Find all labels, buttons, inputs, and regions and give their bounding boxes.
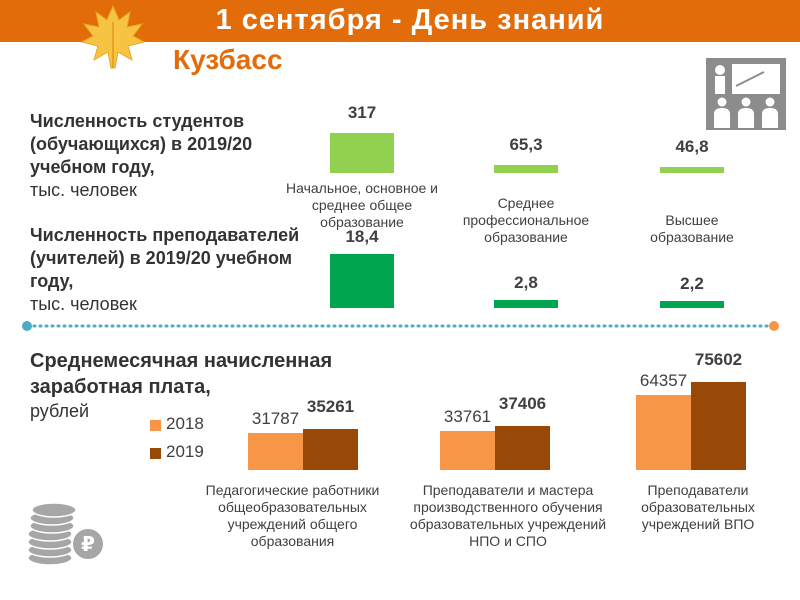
dotted-divider bbox=[22, 321, 779, 331]
teachers-bar-1 bbox=[330, 254, 394, 308]
salary-category-3: Преподаватели образовательных учреждений… bbox=[641, 482, 755, 532]
teachers-value-3: 2,2 bbox=[680, 274, 704, 293]
salary-value-2019-1: 35261 bbox=[306, 397, 355, 416]
salary-value-2018-1: 31787 bbox=[251, 409, 300, 428]
region-name: Кузбасс bbox=[173, 44, 283, 75]
students-bar-3 bbox=[660, 167, 724, 173]
svg-text:₽: ₽ bbox=[81, 532, 95, 556]
salary-bar-2018-3 bbox=[636, 395, 691, 470]
salary-value-2018-3: 64357 bbox=[639, 371, 688, 390]
education-category-3: Высшее образование bbox=[650, 212, 734, 245]
students-bar-1 bbox=[330, 133, 394, 173]
students-value-3: 46,8 bbox=[675, 137, 709, 156]
students-unit: тыс. человек bbox=[30, 180, 137, 200]
students-block: Численность студентов (обучающихся) в 20… bbox=[30, 110, 290, 202]
salary-block: Среднемесячная начисленная заработная пл… bbox=[30, 348, 390, 423]
students-value-2: 65,3 bbox=[509, 135, 543, 154]
legend-label-2018: 2018 bbox=[166, 414, 204, 433]
teachers-bar-2 bbox=[494, 300, 558, 308]
salary-unit: рублей bbox=[30, 401, 90, 421]
teachers-block: Численность преподавателей (учителей) в … bbox=[30, 224, 320, 316]
legend-label-2019: 2019 bbox=[166, 442, 204, 461]
teachers-title: Численность преподавателей (учителей) в … bbox=[30, 225, 300, 291]
education-category-1: Начальное, основное и среднее общее обра… bbox=[286, 180, 438, 230]
salary-value-2019-2: 37406 bbox=[498, 394, 547, 413]
salary-value-2019-3: 75602 bbox=[694, 350, 743, 369]
salary-category-1: Педагогические работники общеобразовател… bbox=[205, 482, 380, 549]
legend-swatch-2019 bbox=[150, 448, 161, 459]
students-title: Численность студентов (обучающихся) в 20… bbox=[30, 111, 253, 177]
teacher-presentation-icon bbox=[706, 58, 786, 130]
salary-bar-2018-1 bbox=[248, 433, 303, 470]
maple-leaf-icon bbox=[80, 4, 146, 69]
legend-swatch-2018 bbox=[150, 420, 161, 431]
salary-category-2: Преподаватели и мастера производственног… bbox=[409, 482, 607, 549]
salary-title: Среднемесячная начисленная заработная пл… bbox=[30, 350, 333, 398]
coins-ruble-icon: ₽ bbox=[27, 502, 105, 566]
page-title: 1 сентября - День знаний bbox=[215, 4, 605, 36]
teachers-bar-3 bbox=[660, 301, 724, 308]
teachers-value-1: 18,4 bbox=[345, 227, 379, 246]
salary-bar-2018-2 bbox=[440, 431, 495, 470]
students-value-1: 317 bbox=[347, 103, 377, 122]
teachers-value-2: 2,8 bbox=[514, 273, 538, 292]
salary-bar-2019-2 bbox=[495, 426, 550, 470]
salary-bar-2019-3 bbox=[691, 382, 746, 470]
education-category-2: Среднее профессиональное образование bbox=[462, 195, 590, 245]
salary-value-2018-2: 33761 bbox=[443, 407, 492, 426]
teachers-unit: тыс. человек bbox=[30, 294, 137, 314]
salary-bar-2019-1 bbox=[303, 429, 358, 470]
students-bar-2 bbox=[494, 165, 558, 173]
